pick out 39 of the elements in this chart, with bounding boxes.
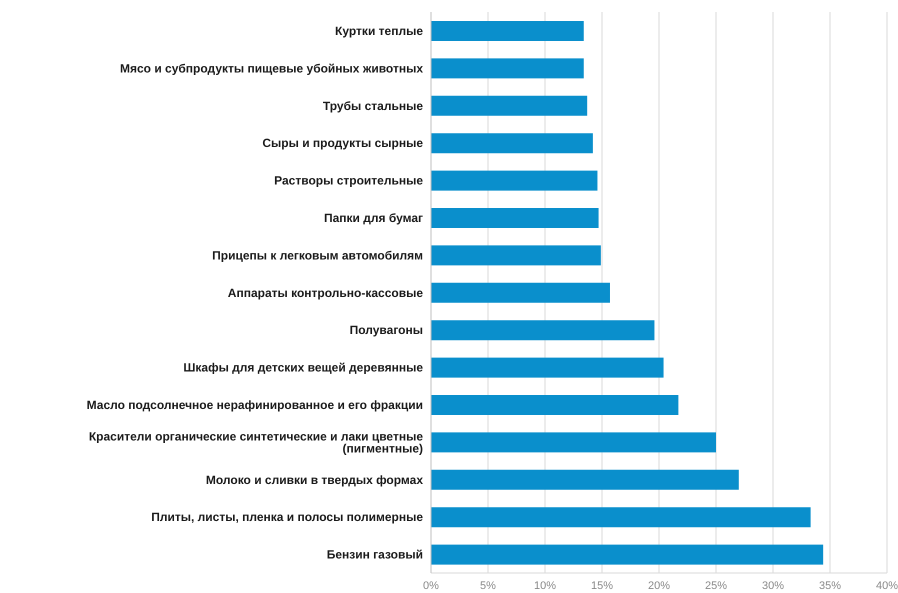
y-tick-label: Молоко и сливки в твердых формах <box>206 472 424 487</box>
y-tick-label: Красители органические синтетические и лаки цветные (пигментные) <box>88 429 424 456</box>
y-tick-label: Масло подсолнечное нерафинированное и его фракции <box>86 398 423 412</box>
x-tick-label: 25% <box>704 580 728 592</box>
bar <box>431 208 599 228</box>
bar <box>431 96 588 116</box>
bar <box>431 133 593 154</box>
y-tick-label: Растворы строительные <box>274 174 424 188</box>
x-tick-label: 30% <box>762 580 784 592</box>
bar <box>431 358 664 378</box>
y-tick-label: Мясо и субпродукты пищевые убойных животных <box>120 61 424 76</box>
y-tick-label: Аппараты контрольно-кассовые <box>228 286 424 300</box>
bar <box>431 432 716 452</box>
x-tick-label: 0% <box>423 580 440 592</box>
y-tick-label: Полувагоны <box>350 323 423 338</box>
bar <box>431 320 654 340</box>
y-tick-label: Бензин газовый <box>326 548 423 562</box>
bar <box>431 58 584 78</box>
x-tick-label: 40% <box>876 580 898 592</box>
y-tick-label: Трубы стальные <box>322 98 424 113</box>
bar <box>431 245 601 266</box>
bar <box>431 544 824 565</box>
x-tick-label: 35% <box>818 580 842 592</box>
x-tick-label: 15% <box>590 580 614 592</box>
y-tick-label: Шкафы для детских вещей деревянные <box>183 360 424 375</box>
y-tick-label: Сыры и продукты сырные <box>262 136 424 150</box>
x-tick-label: 5% <box>480 580 496 592</box>
bar <box>431 470 739 490</box>
y-tick-label: Папки для бумаг <box>324 210 423 225</box>
bar <box>431 282 610 303</box>
x-tick-label: 10% <box>534 580 556 592</box>
y-tick-label: Прицепы к легковым автомобилям <box>212 248 424 262</box>
bar <box>431 170 598 191</box>
bar <box>431 395 678 415</box>
bar <box>431 507 811 528</box>
y-tick-label: Плиты, листы, пленка и полосы полимерные <box>151 510 424 524</box>
y-tick-label: Куртки теплые <box>335 24 424 38</box>
bar <box>431 21 584 41</box>
x-tick-label: 20% <box>648 580 670 592</box>
